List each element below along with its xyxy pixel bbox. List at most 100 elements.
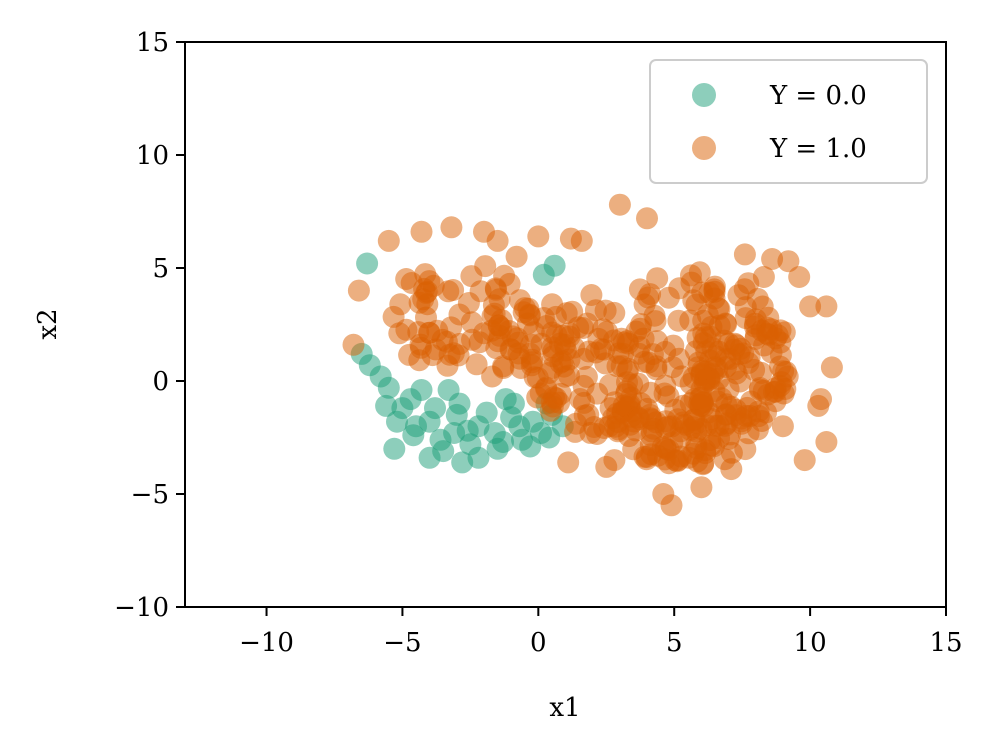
point-y1 xyxy=(680,264,702,287)
legend-label-y1: Y = 1.0 xyxy=(769,134,867,164)
point-y1 xyxy=(752,379,775,402)
point-y1 xyxy=(612,394,635,417)
point-y1 xyxy=(619,413,642,436)
point-y1 xyxy=(549,382,572,405)
y-axis-label: x2 xyxy=(33,308,63,339)
y-tick-label: −5 xyxy=(131,480,169,510)
point-y1 xyxy=(725,334,748,357)
point-y1 xyxy=(701,337,724,360)
point-y1 xyxy=(646,330,668,353)
point-y1 xyxy=(679,309,702,332)
point-y1 xyxy=(422,274,445,297)
point-y1 xyxy=(465,353,488,376)
x-axis-label: x1 xyxy=(549,693,580,723)
point-y0 xyxy=(492,431,514,453)
point-y1 xyxy=(527,225,550,248)
point-y1 xyxy=(815,295,838,318)
point-y1 xyxy=(807,394,830,417)
point-y1 xyxy=(490,309,513,332)
point-y0 xyxy=(391,397,414,420)
point-y1 xyxy=(505,245,528,268)
point-y0 xyxy=(356,252,379,275)
point-y1 xyxy=(577,403,600,426)
point-y1 xyxy=(342,333,365,356)
x-tick-label: −5 xyxy=(383,628,421,658)
y-tick-label: 10 xyxy=(136,141,169,171)
point-y1 xyxy=(793,449,816,472)
point-y1 xyxy=(633,445,656,468)
legend-marker-y1 xyxy=(692,136,716,160)
point-y0 xyxy=(405,415,427,438)
point-y0 xyxy=(532,263,555,286)
point-y1 xyxy=(820,356,843,379)
point-y1 xyxy=(388,322,411,345)
point-y1 xyxy=(473,220,495,243)
point-y0 xyxy=(456,419,479,442)
point-y1 xyxy=(460,265,483,288)
point-y1 xyxy=(710,387,733,410)
point-y1 xyxy=(744,324,767,347)
point-y1 xyxy=(532,307,555,329)
point-y1 xyxy=(799,295,822,318)
point-y1 xyxy=(720,458,743,481)
point-y1 xyxy=(398,343,421,366)
point-y1 xyxy=(750,361,773,384)
point-y1 xyxy=(377,229,400,252)
point-y0 xyxy=(375,394,398,417)
point-y1 xyxy=(788,266,811,288)
x-tick-label: 0 xyxy=(530,628,547,658)
point-y0 xyxy=(410,379,433,401)
point-y1 xyxy=(653,382,676,405)
y-tick-label: 5 xyxy=(152,254,169,284)
point-y1 xyxy=(594,352,617,375)
point-y1 xyxy=(509,357,532,379)
point-y1 xyxy=(733,243,756,266)
x-tick-label: −10 xyxy=(239,628,294,658)
point-y1 xyxy=(771,415,794,438)
point-y1 xyxy=(481,365,504,388)
point-y1 xyxy=(761,248,784,270)
point-y0 xyxy=(383,437,406,460)
point-y1 xyxy=(752,266,775,288)
point-y1 xyxy=(630,313,653,336)
point-y1 xyxy=(448,303,471,326)
point-y1 xyxy=(683,388,706,410)
point-y1 xyxy=(558,348,581,371)
legend-marker-y0 xyxy=(692,83,716,107)
point-y1 xyxy=(668,347,690,370)
point-y1 xyxy=(586,382,609,405)
point-y1 xyxy=(690,476,713,499)
point-y0 xyxy=(475,401,498,424)
point-y1 xyxy=(485,278,507,301)
point-y1 xyxy=(744,308,767,331)
legend-frame xyxy=(649,59,928,184)
point-y1 xyxy=(512,301,535,324)
point-y1 xyxy=(747,405,770,427)
axis-ticks: −10 −5 0 5 10 15 −10 −5 0 5 10 15 xyxy=(114,28,962,658)
point-y0 xyxy=(448,392,471,415)
point-y1 xyxy=(592,318,614,341)
point-y0 xyxy=(424,397,446,420)
point-y1 xyxy=(557,451,580,474)
point-y1 xyxy=(772,360,795,383)
point-y1 xyxy=(660,494,683,517)
point-y0 xyxy=(502,392,525,415)
point-y1 xyxy=(777,250,800,273)
plot-frame xyxy=(184,41,947,608)
x-tick-label: 10 xyxy=(794,628,827,658)
point-y1 xyxy=(617,357,640,380)
point-y1 xyxy=(603,449,626,472)
point-y1 xyxy=(431,328,454,351)
point-y1 xyxy=(575,365,598,388)
y-tick-label: 0 xyxy=(152,367,169,397)
point-y1 xyxy=(549,332,571,355)
point-y0 xyxy=(508,415,531,438)
point-y1 xyxy=(440,216,463,239)
scatter-points xyxy=(342,193,843,517)
point-y1 xyxy=(774,378,797,400)
x-tick-label: 5 xyxy=(666,628,683,658)
point-y1 xyxy=(389,293,412,316)
point-y1 xyxy=(410,220,433,243)
point-y1 xyxy=(682,408,705,431)
